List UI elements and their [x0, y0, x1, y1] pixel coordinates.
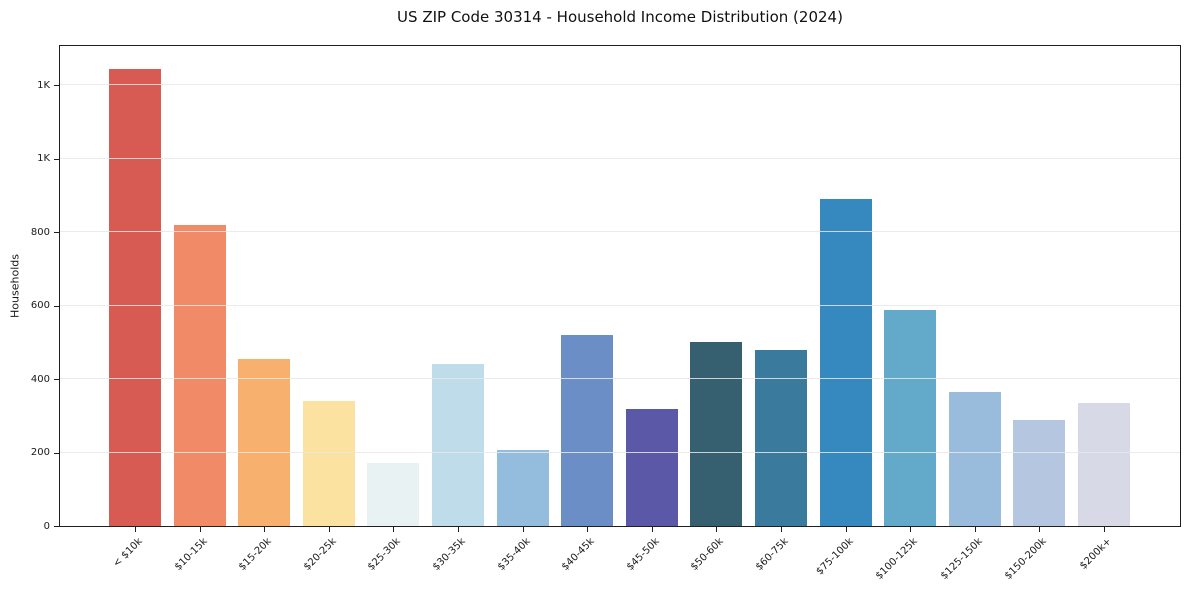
- y-tick-mark: [54, 305, 59, 307]
- y-tick-mark: [54, 232, 59, 234]
- y-tick-mark: [54, 452, 59, 454]
- y-tick-label: 1K: [37, 79, 50, 91]
- bar-$60-75k: [755, 350, 807, 526]
- y-tick-mark: [54, 526, 59, 527]
- y-tick-mark: [54, 85, 59, 87]
- bar-$20-25k: [302, 400, 355, 526]
- gridline-800: [60, 231, 1180, 233]
- gridline-1200: [60, 84, 1180, 86]
- x-tick-label: < $10k: [111, 536, 145, 570]
- x-tick-mark: [910, 527, 912, 532]
- bar-$40-45k: [561, 334, 614, 526]
- bar-$100-125k: [884, 309, 937, 526]
- bar-$30-35k: [432, 364, 484, 526]
- bar-< $10k: [109, 68, 161, 526]
- gridline-600: [60, 304, 1180, 306]
- x-tick-mark: [587, 527, 589, 532]
- x-tick-mark: [845, 527, 847, 532]
- y-tick-label: 800: [30, 226, 50, 238]
- x-tick-mark: [781, 527, 782, 532]
- y-tick-mark: [54, 158, 59, 160]
- x-tick-mark: [458, 527, 459, 532]
- plot-area: 0 200 400 600 800 1K 1K < $10k $10-15k $15-20k $20…: [31, 45, 1181, 582]
- x-tick-mark: [393, 527, 395, 532]
- gridline-400: [60, 378, 1180, 380]
- bar-$35-40k: [496, 449, 549, 526]
- x-tick-mark: [974, 527, 976, 532]
- x-tick-mark: [651, 527, 653, 532]
- y-tick-label: 0: [43, 520, 50, 532]
- x-tick-mark: [199, 527, 201, 532]
- x-tick-mark: [264, 527, 266, 532]
- bar-$15-20k: [238, 359, 291, 526]
- bar-$150-200k: [1013, 419, 1066, 526]
- x-tick-mark: [328, 527, 330, 532]
- bar-$45-50k: [625, 408, 678, 526]
- chart-title: US ZIP Code 30314 - Household Income Dis…: [397, 8, 843, 26]
- y-tick-label: 1K: [37, 153, 50, 165]
- bar-$125-150k: [948, 391, 1001, 526]
- x-tick-mark: [522, 527, 524, 532]
- x-tick-mark: [1039, 527, 1041, 532]
- x-tick-mark: [1104, 527, 1105, 532]
- x-tick-mark: [716, 527, 718, 532]
- x-tick-mark: [135, 527, 136, 532]
- bar-$50-60k: [690, 342, 743, 526]
- y-tick-label: 400: [30, 373, 50, 385]
- bar-$25-30k: [367, 462, 420, 526]
- gridline-1000: [60, 157, 1180, 159]
- y-tick-mark: [54, 379, 59, 381]
- y-tick-label: 600: [30, 300, 50, 312]
- y-tick-label: 200: [30, 447, 50, 459]
- bar-$10-15k: [173, 224, 226, 526]
- gridline-200: [60, 451, 1180, 453]
- bar-$200k+: [1078, 403, 1130, 526]
- bar-$75-100k: [819, 198, 872, 526]
